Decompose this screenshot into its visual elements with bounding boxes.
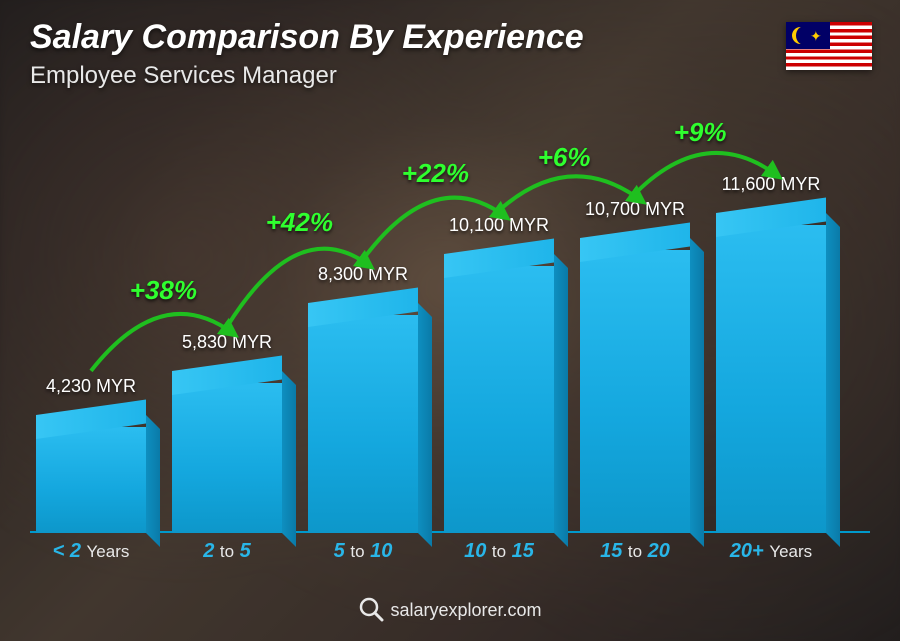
bar-value-label: 10,100 MYR — [424, 215, 574, 236]
bar-side — [826, 213, 840, 547]
bar-body — [716, 213, 826, 533]
bar-value-label: 10,700 MYR — [560, 199, 710, 220]
delta-label: +38% — [130, 275, 197, 306]
delta-label: +42% — [266, 207, 333, 238]
bar-value-label: 5,830 MYR — [152, 332, 302, 353]
bar-side — [282, 371, 296, 547]
bar-front — [580, 250, 690, 533]
flag-crescent-icon — [792, 27, 809, 44]
flag-star-icon: ✦ — [810, 29, 822, 43]
magnifier-icon — [358, 596, 384, 627]
delta-label: +6% — [538, 142, 591, 173]
bar-side — [146, 415, 160, 547]
xaxis-label: 2 to 5 — [157, 540, 297, 563]
xaxis-label: 15 to 20 — [565, 540, 705, 563]
xaxis-label: < 2 Years — [21, 540, 161, 563]
bar-value-label: 4,230 MYR — [16, 376, 166, 397]
bar-value-label: 11,600 MYR — [696, 174, 846, 195]
bar-side — [690, 238, 704, 547]
bar-body — [308, 303, 418, 533]
bar-front — [36, 427, 146, 533]
xaxis-label: 20+ Years — [701, 540, 841, 563]
bar-front — [308, 315, 418, 533]
bar-body — [580, 238, 690, 533]
country-flag: ✦ — [786, 22, 872, 70]
bar-body — [36, 415, 146, 533]
infographic-stage: Salary Comparison By Experience Employee… — [0, 0, 900, 641]
xaxis-label: 5 to 10 — [293, 540, 433, 563]
delta-label: +9% — [674, 117, 727, 148]
footer-site-text: salaryexplorer.com — [390, 600, 541, 620]
chart-title: Salary Comparison By Experience — [30, 18, 584, 57]
footer-credit: salaryexplorer.com — [0, 596, 900, 627]
xaxis-label: 10 to 15 — [429, 540, 569, 563]
bar-side — [554, 254, 568, 547]
bar-front — [172, 383, 282, 533]
bar-value-label: 8,300 MYR — [288, 264, 438, 285]
bar-front — [444, 266, 554, 533]
bar-side — [418, 303, 432, 547]
bar-chart: 4,230 MYR< 2 Years5,830 MYR2 to 58,300 M… — [30, 110, 850, 561]
bar-body — [172, 371, 282, 533]
chart-subtitle: Employee Services Manager — [30, 62, 337, 90]
delta-label: +22% — [402, 158, 469, 189]
bar-body — [444, 254, 554, 533]
bar-front — [716, 225, 826, 533]
